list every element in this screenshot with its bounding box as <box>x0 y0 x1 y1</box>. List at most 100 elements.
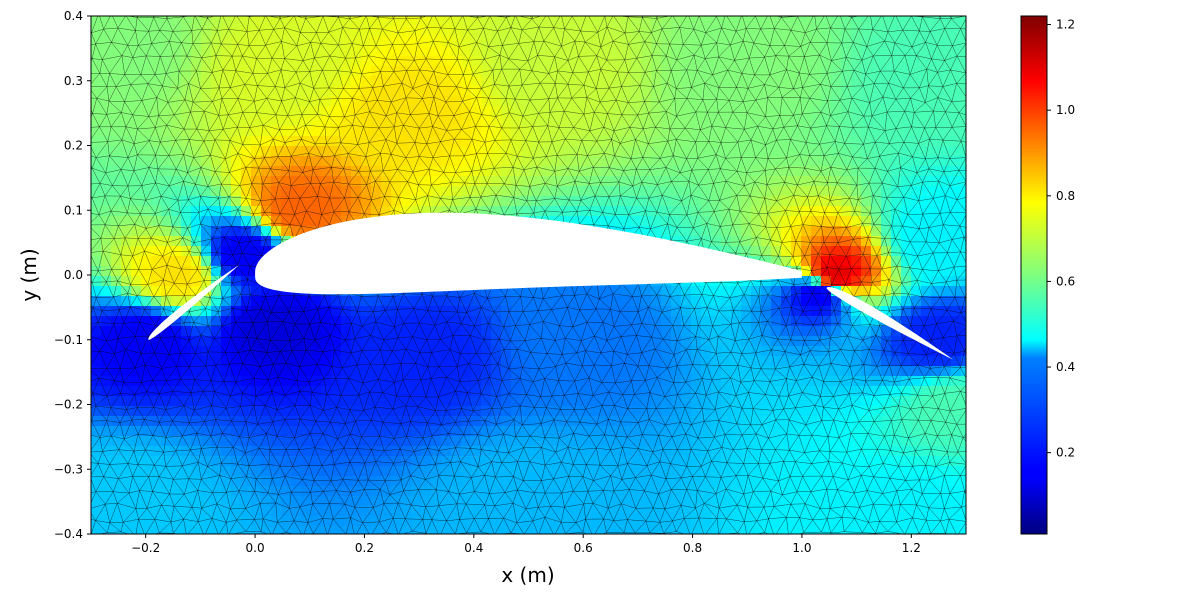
field-cell <box>911 446 922 457</box>
field-cell <box>451 96 462 107</box>
field-cell <box>601 516 612 527</box>
field-cell <box>651 86 662 97</box>
field-cell <box>511 196 522 207</box>
field-cell <box>121 376 132 387</box>
field-cell <box>141 246 152 257</box>
field-cell <box>931 526 942 534</box>
field-cell <box>531 186 542 197</box>
field-cell <box>801 96 812 107</box>
field-cell <box>751 106 762 117</box>
field-cell <box>151 456 162 467</box>
field-cell <box>891 286 902 297</box>
x-tick-label: 0.6 <box>574 541 593 555</box>
field-cell <box>531 496 542 507</box>
field-cell <box>131 136 142 147</box>
field-cell <box>811 156 822 167</box>
field-cell <box>751 226 762 237</box>
field-cell <box>491 336 502 347</box>
field-cell <box>931 366 942 377</box>
field-cell <box>701 166 712 177</box>
field-cell <box>441 526 452 534</box>
field-cell <box>791 276 802 287</box>
field-cell <box>191 406 202 417</box>
field-cell <box>831 376 842 387</box>
field-cell <box>141 466 152 477</box>
field-cell <box>301 386 312 397</box>
field-cell <box>541 466 552 477</box>
field-cell <box>631 406 642 417</box>
field-cell <box>411 416 422 427</box>
field-cell <box>641 336 652 347</box>
field-cell <box>231 426 242 437</box>
field-cell <box>621 166 632 177</box>
field-cell <box>451 86 462 97</box>
field-cell <box>701 426 712 437</box>
field-cell <box>101 486 112 497</box>
field-cell <box>191 256 202 267</box>
field-cell <box>181 136 192 147</box>
field-cell <box>701 36 712 47</box>
x-tick-label: 0.2 <box>355 541 374 555</box>
field-cell <box>381 426 392 437</box>
field-cell <box>711 516 722 527</box>
field-cell <box>371 346 382 357</box>
field-cell <box>241 206 252 217</box>
field-cell <box>141 186 152 197</box>
field-cell <box>771 156 782 167</box>
field-cell <box>741 336 752 347</box>
field-cell <box>551 36 562 47</box>
field-cell <box>101 396 112 407</box>
field-cell <box>451 516 462 527</box>
field-cell <box>211 476 222 487</box>
field-cell <box>251 156 262 167</box>
field-cell <box>91 306 102 317</box>
field-cell <box>331 46 342 57</box>
field-cell <box>371 476 382 487</box>
field-cell <box>251 436 262 447</box>
field-cell <box>921 276 932 287</box>
field-cell <box>611 526 622 534</box>
field-cell <box>251 136 262 147</box>
field-cell <box>231 406 242 417</box>
field-cell <box>881 326 892 337</box>
field-cell <box>931 16 942 27</box>
field-cell <box>591 516 602 527</box>
field-cell <box>951 186 962 197</box>
field-cell <box>851 476 862 487</box>
field-cell <box>191 336 202 347</box>
field-cell <box>871 246 882 257</box>
field-cell <box>671 436 682 447</box>
field-cell <box>861 346 872 357</box>
field-cell <box>821 26 832 37</box>
field-cell <box>341 396 352 407</box>
field-cell <box>581 326 592 337</box>
field-cell <box>141 126 152 137</box>
field-cell <box>141 256 152 267</box>
field-cell <box>521 516 532 527</box>
field-cell <box>681 386 692 397</box>
field-cell <box>161 406 172 417</box>
field-cell <box>241 396 252 407</box>
field-cell <box>291 406 302 417</box>
field-cell <box>151 506 162 517</box>
field-cell <box>191 86 202 97</box>
field-cell <box>651 496 662 507</box>
field-cell <box>801 386 812 397</box>
field-cell <box>801 436 812 447</box>
field-cell <box>911 396 922 407</box>
field-cell <box>471 426 482 437</box>
field-cell <box>861 146 872 157</box>
field-cell <box>881 246 892 257</box>
field-cell <box>801 506 812 517</box>
field-cell <box>911 176 922 187</box>
field-cell <box>131 166 142 177</box>
field-cell <box>151 76 162 87</box>
field-cell <box>261 216 272 227</box>
field-cell <box>851 306 862 317</box>
field-cell <box>851 506 862 517</box>
field-cell <box>741 416 752 427</box>
field-cell <box>351 456 362 467</box>
field-cell <box>171 526 182 534</box>
field-cell <box>451 36 462 47</box>
field-cell <box>911 246 922 257</box>
